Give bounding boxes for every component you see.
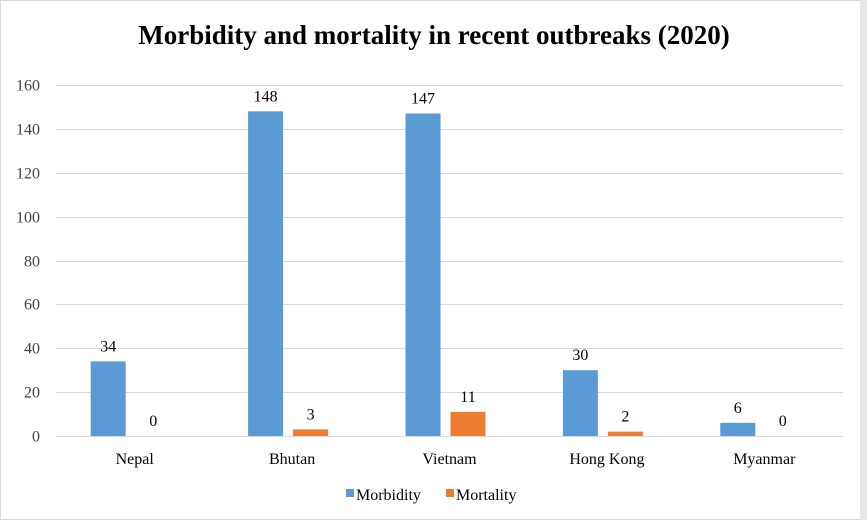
data-label: 30 bbox=[572, 347, 588, 364]
legend-swatch-morbidity bbox=[346, 489, 354, 497]
bar-morbidity-nepal bbox=[90, 361, 126, 436]
y-tick-label: 140 bbox=[16, 122, 40, 139]
data-label: 0 bbox=[779, 413, 787, 430]
y-tick-label: 120 bbox=[16, 166, 40, 183]
x-category-label: Hong Kong bbox=[569, 451, 644, 468]
gridlines bbox=[56, 85, 843, 437]
y-tick-label: 0 bbox=[32, 429, 40, 446]
scrollbar-edge bbox=[860, 0, 867, 520]
legend-label-mortality: Mortality bbox=[456, 487, 516, 504]
y-tick-label: 60 bbox=[24, 297, 40, 314]
data-label: 2 bbox=[621, 409, 629, 426]
bar-mortality-hong-kong bbox=[607, 431, 643, 436]
x-axis-categories: Nepal Bhutan Vietnam Hong Kong Myanmar bbox=[116, 451, 796, 468]
chart-title: Morbidity and mortality in recent outbre… bbox=[138, 20, 729, 50]
x-category-label: Vietnam bbox=[422, 451, 477, 468]
legend-swatch-mortality bbox=[446, 489, 454, 497]
bar-mortality-bhutan bbox=[293, 429, 329, 436]
y-tick-label: 80 bbox=[24, 254, 40, 271]
y-tick-label: 20 bbox=[24, 385, 40, 402]
x-category-label: Myanmar bbox=[733, 451, 796, 468]
legend: Morbidity Mortality bbox=[346, 487, 516, 504]
x-category-label: Nepal bbox=[116, 451, 155, 468]
y-tick-label: 40 bbox=[24, 341, 40, 358]
bars bbox=[90, 111, 756, 437]
data-label: 147 bbox=[411, 91, 435, 108]
bar-morbidity-bhutan bbox=[248, 111, 284, 436]
y-axis-ticks: 0 20 40 60 80 100 120 140 160 bbox=[16, 78, 40, 446]
data-labels: 34 0 148 3 147 11 30 2 6 0 bbox=[100, 88, 787, 430]
bar-mortality-vietnam bbox=[450, 411, 486, 436]
data-label: 34 bbox=[100, 338, 116, 355]
data-label: 0 bbox=[149, 413, 157, 430]
y-tick-label: 100 bbox=[16, 210, 40, 227]
x-category-label: Bhutan bbox=[269, 451, 315, 468]
bar-morbidity-hong-kong bbox=[562, 370, 598, 436]
legend-label-morbidity: Morbidity bbox=[356, 487, 421, 504]
y-tick-label: 160 bbox=[16, 78, 40, 95]
bar-morbidity-myanmar bbox=[720, 422, 756, 436]
data-label: 3 bbox=[307, 406, 315, 423]
data-label: 11 bbox=[460, 389, 475, 406]
data-label: 6 bbox=[734, 400, 742, 417]
data-label: 148 bbox=[254, 88, 278, 105]
bar-morbidity-vietnam bbox=[405, 113, 441, 437]
